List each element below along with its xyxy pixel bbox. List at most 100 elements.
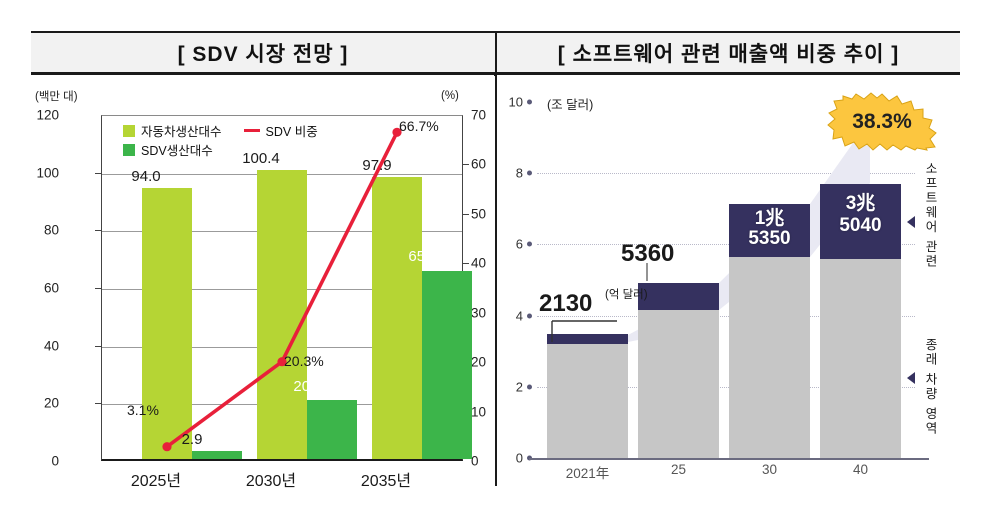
y-dot-8 <box>527 170 532 176</box>
r-y-tick-6: 6 <box>515 236 523 252</box>
bar-sdv-2030 <box>307 400 357 459</box>
legend-label-line: SDV 비중 <box>265 125 318 139</box>
pct-label-2025: 3.1% <box>127 402 159 418</box>
r-x-label-25: 25 <box>670 462 687 477</box>
y-right-mark-50 <box>463 213 469 215</box>
x-label-2025: 2025년 <box>130 473 182 490</box>
bar-base-25 <box>638 310 719 458</box>
y-left-tick-20: 20 <box>43 395 59 411</box>
right-axis-unit: (%) <box>441 90 459 102</box>
bar-sdv-2035 <box>422 270 472 459</box>
callout-leaders <box>551 263 648 342</box>
y-right-tick-50: 50 <box>471 206 487 222</box>
share-badge: 38.3% <box>827 92 937 152</box>
sdv-market-chart: (백만 대) (%) 0 20 40 60 80 100 120 0 10 20… <box>31 76 495 490</box>
line-point-2035 <box>392 127 402 137</box>
value-label-total-2035: 97.9 <box>362 157 392 174</box>
bar-label-40-line2: 5040 <box>839 215 882 236</box>
software-revenue-chart: (조 달러) 0 2 4 6 8 10 <box>497 76 960 486</box>
r-gridline-4 <box>537 315 915 317</box>
y-right-tick-70: 70 <box>471 107 487 123</box>
r-y-tick-4: 4 <box>515 308 523 324</box>
right-chart-unit: (조 달러) <box>547 98 594 112</box>
value-label-total-2025: 94.0 <box>131 168 161 185</box>
r-y-tick-0: 0 <box>515 450 523 466</box>
y-left-tick-0: 0 <box>51 453 59 469</box>
bar-base-40 <box>820 259 901 458</box>
y-right-tick-40: 40 <box>471 255 487 271</box>
value-label-total-2030: 100.4 <box>242 150 280 167</box>
r-y-tick-10: 10 <box>508 94 523 110</box>
y-left-mark-100 <box>95 172 101 174</box>
r-gridline-6 <box>537 244 915 246</box>
left-plot-area <box>101 115 472 461</box>
y-right-tick-0: 0 <box>471 453 479 469</box>
bar-total-2030 <box>257 169 307 459</box>
pct-label-2030: 20.3% <box>284 353 324 369</box>
x-label-2030: 2030년 <box>245 473 297 490</box>
r-y-tick-2: 2 <box>515 379 523 395</box>
left-chart-legend: 자동차생산대수 SDV 비중 SDV생산대수 <box>123 122 318 160</box>
left-panel-title: [ SDV 시장 전망 ] <box>177 42 349 66</box>
starburst-icon <box>827 92 937 151</box>
legend-label-sdv: SDV생산대수 <box>141 144 213 158</box>
bar-base-30 <box>729 257 810 458</box>
bar-base-2021 <box>547 342 628 458</box>
line-point-2025 <box>162 442 172 452</box>
line-point-2030 <box>277 357 287 367</box>
y-left-tick-40: 40 <box>43 338 59 354</box>
bar-subunit-2021: (억 달러) <box>605 289 648 301</box>
value-label-sdv-2035: 65.3 <box>408 248 438 265</box>
bar-software-2021 <box>547 334 628 344</box>
left-panel: (백만 대) (%) 0 20 40 60 80 100 120 0 10 20… <box>31 76 495 490</box>
sdv-ratio-line <box>162 127 402 452</box>
side-label-software: 소프트웨어 관련 <box>923 162 937 269</box>
y-right-mark-40 <box>463 263 469 265</box>
y-left-mark-20 <box>95 403 101 405</box>
legend-row-total: 자동차생산대수 SDV 비중 <box>123 122 318 139</box>
bar-software-40 <box>820 184 901 259</box>
left-axis-unit: (백만 대) <box>35 91 78 103</box>
y-dot-2 <box>527 384 532 390</box>
bar-sdv-2025 <box>192 450 242 459</box>
bar-software-30 <box>729 204 810 257</box>
right-panel-header: [ 소프트웨어 관련 매출액 비중 추이 ] <box>497 33 960 75</box>
y-left-tick-100: 100 <box>36 165 59 181</box>
r-y-tick-8: 8 <box>515 165 523 181</box>
bar-total-2025 <box>142 187 192 459</box>
conventional-pointer-icon <box>907 372 915 384</box>
right-baseline <box>529 458 929 460</box>
legend-row-sdv: SDV생산대수 <box>123 141 318 158</box>
y-right-tick-10: 10 <box>471 404 487 420</box>
y-left-tick-120: 120 <box>36 107 59 123</box>
y-right-tick-20: 20 <box>471 354 487 370</box>
software-pointer-icon <box>907 216 915 228</box>
y-right-mark-60 <box>463 164 469 166</box>
y-left-mark-80 <box>95 230 101 232</box>
panel-divider <box>494 31 497 486</box>
r-x-label-2021: 2021年 <box>565 466 610 481</box>
y-left-tick-80: 80 <box>43 222 59 238</box>
pct-label-2035: 66.7% <box>399 118 439 134</box>
bar-label-2021: 2130 <box>539 290 593 317</box>
bar-label-30-line2: 5350 <box>748 228 791 249</box>
left-panel-header: [ SDV 시장 전망 ] <box>31 33 495 75</box>
value-label-sdv-2030: 20.4 <box>293 378 323 395</box>
y-left-tick-60: 60 <box>43 280 59 296</box>
right-panel: (조 달러) 0 2 4 6 8 10 <box>497 76 960 486</box>
bar-software-25 <box>638 283 719 310</box>
bar-label-25: 5360 <box>621 240 675 267</box>
r-gridline-2 <box>537 386 915 388</box>
right-panel-title: [ 소프트웨어 관련 매출액 비중 추이 ] <box>557 42 900 66</box>
r-x-label-30: 30 <box>761 462 778 477</box>
y-right-tick-60: 60 <box>471 156 487 172</box>
bar-label-40-line1: 3兆 <box>845 193 876 214</box>
r-x-label-40: 40 <box>852 462 869 477</box>
y-left-mark-60 <box>95 288 101 289</box>
legend-swatch-total <box>123 124 135 137</box>
y-right-tick-30: 30 <box>471 305 487 321</box>
bar-label-30-line1: 1兆 <box>754 208 785 229</box>
x-label-2035: 2035년 <box>360 473 412 490</box>
legend-swatch-line <box>243 128 260 133</box>
bar-total-2035 <box>372 176 422 459</box>
